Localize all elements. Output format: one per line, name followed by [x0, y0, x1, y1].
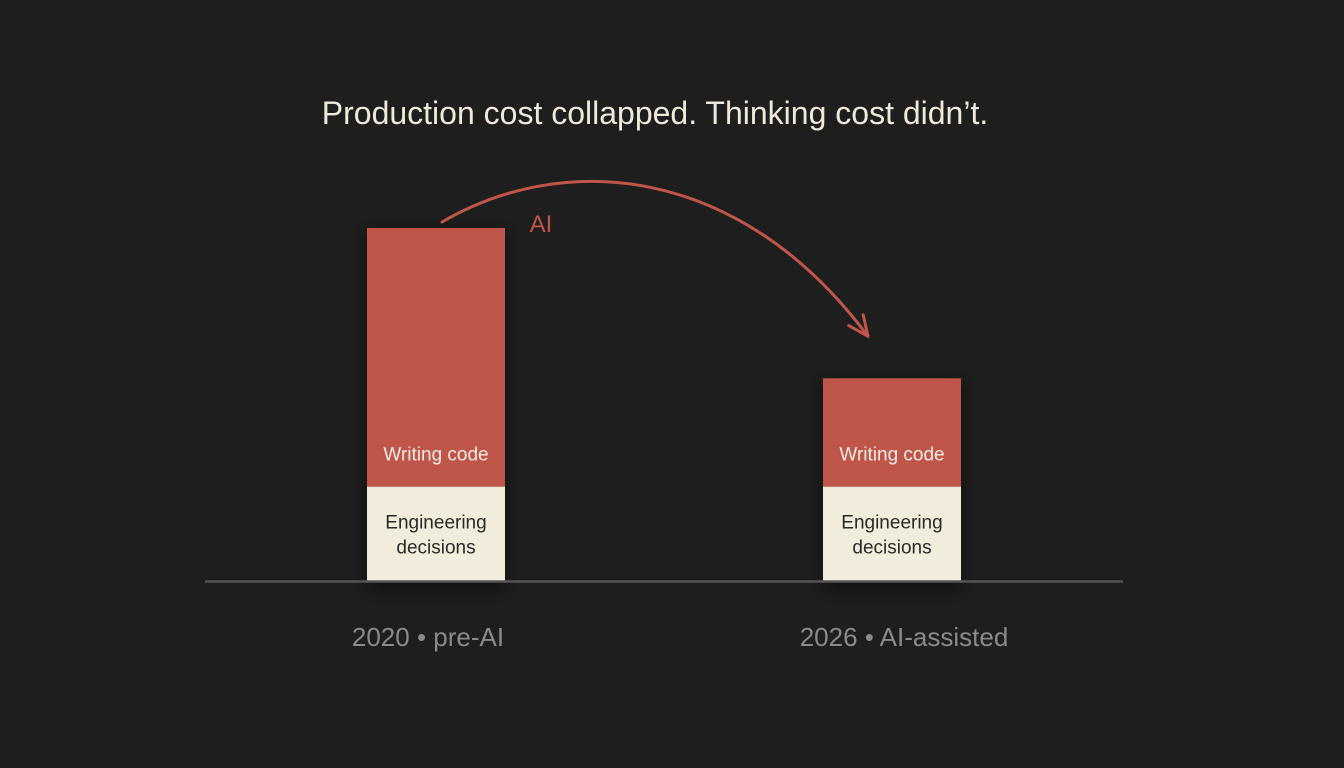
- segment-label-1-0: Writing code: [383, 445, 488, 466]
- bars-layer: [367, 228, 961, 581]
- category-label-0: 2020 • pre-AI: [352, 622, 504, 652]
- bar-segment-1-0: [367, 228, 505, 487]
- labels-layer: Engineering decisions Writing code 2020 • p…: [352, 445, 1008, 652]
- bar-segment-0-0: [367, 486, 505, 581]
- annotation-layer: AI: [440, 179, 870, 338]
- bar-stack-0: [367, 228, 505, 581]
- segment-label-1-1: Writing code: [839, 445, 944, 466]
- annotation-arrow-curve: [440, 179, 870, 338]
- bar-stack-1: [823, 378, 961, 581]
- bar-segment-0-1: [823, 486, 961, 581]
- segment-label-0-0: Engineering decisions: [385, 512, 486, 558]
- chart-title: Production cost collapped. Thinking cost…: [322, 95, 988, 131]
- annotation-arrowhead: [847, 313, 870, 338]
- bar-segment-1-1: [823, 378, 961, 487]
- segment-label-0-1: Engineering decisions: [841, 512, 942, 558]
- category-label-1: 2026 • AI-assisted: [800, 622, 1009, 652]
- annotation-label: AI: [530, 211, 553, 238]
